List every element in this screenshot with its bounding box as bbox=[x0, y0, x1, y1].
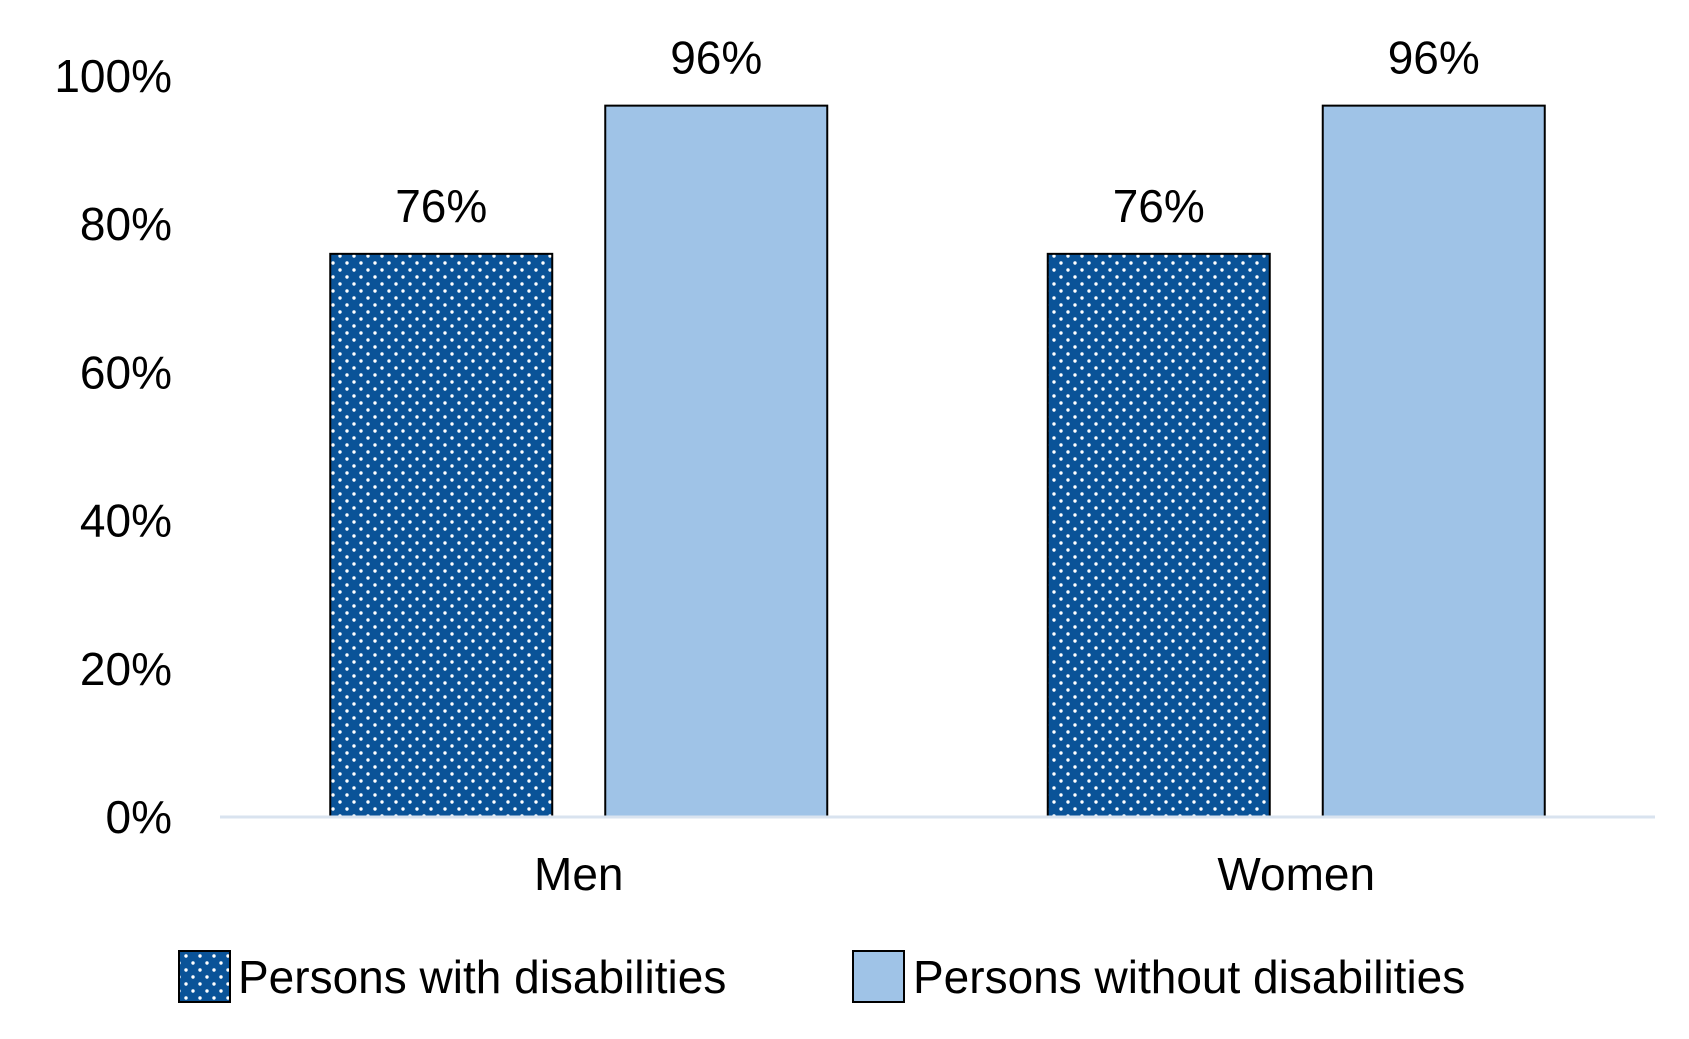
bar-men-series-1 bbox=[329, 252, 554, 818]
legend-label: Persons without disabilities bbox=[913, 951, 1465, 1003]
category-labels: Men Women bbox=[534, 848, 1375, 900]
data-label: 76% bbox=[395, 180, 487, 232]
x-category-label: Women bbox=[1217, 848, 1375, 900]
y-tick-label: 80% bbox=[80, 198, 172, 250]
value-labels: 76% 96% 76% 96% bbox=[395, 32, 1480, 232]
data-label: 76% bbox=[1113, 180, 1205, 232]
legend-swatch bbox=[178, 950, 231, 1003]
data-label: 96% bbox=[670, 32, 762, 84]
legend: Persons with disabilities Persons without… bbox=[178, 950, 1465, 1003]
x-category-label: Men bbox=[534, 848, 623, 900]
data-label: 96% bbox=[1388, 32, 1480, 84]
y-tick-label: 40% bbox=[80, 495, 172, 547]
y-axis: 0% 20% 40% 60% 80% 100% bbox=[54, 50, 172, 843]
y-tick-label: 100% bbox=[54, 50, 172, 102]
legend-label: Persons with disabilities bbox=[238, 951, 726, 1003]
bar-women-series-2 bbox=[1321, 104, 1546, 818]
y-tick-label: 0% bbox=[106, 791, 172, 843]
y-tick-label: 60% bbox=[80, 346, 172, 398]
y-tick-label: 20% bbox=[80, 643, 172, 695]
bar-men-series-2 bbox=[604, 104, 829, 818]
bar-women-series-1 bbox=[1046, 252, 1271, 818]
legend-swatch bbox=[852, 950, 905, 1003]
bars bbox=[329, 104, 1546, 818]
